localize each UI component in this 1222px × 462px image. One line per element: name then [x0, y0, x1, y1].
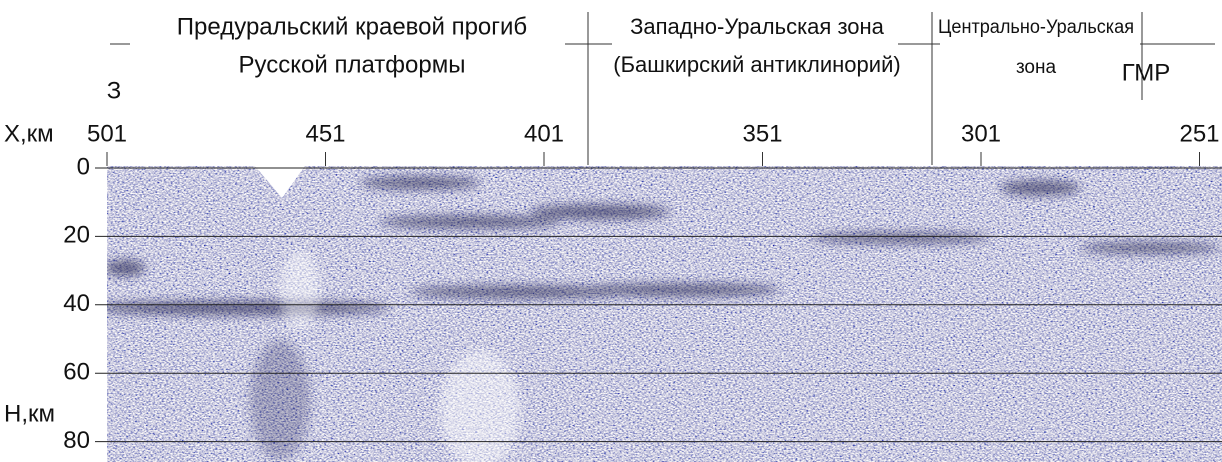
zone-subtitle: (Башкирский антиклинорий): [613, 52, 900, 77]
zone-title: Западно-Уральская зона: [630, 14, 885, 39]
depth-tick-label: 20: [63, 222, 90, 249]
x-tick-label: 401: [524, 120, 564, 147]
x-axis-label: X,км: [4, 120, 54, 147]
depth-tick-label: 40: [63, 290, 90, 317]
west-label: З: [107, 77, 122, 104]
gmr-label: ГМР: [1122, 59, 1170, 86]
x-tick-label: 251: [1179, 120, 1219, 147]
zone-title: Предуральский краевой прогиб: [177, 13, 527, 40]
zone-subtitle: зона: [1016, 57, 1057, 78]
x-tick-label: 301: [961, 120, 1001, 147]
depth-tick-label: 0: [77, 153, 90, 180]
zone-title: Центрально-Уральская: [938, 17, 1134, 38]
depth-tick-label: 60: [63, 359, 90, 386]
x-tick-label: 351: [742, 120, 782, 147]
depth-tick-label: 80: [63, 427, 90, 454]
x-tick-label: 451: [305, 120, 345, 147]
zone-subtitle: Русской платформы: [239, 51, 466, 78]
seismic-section: [107, 166, 1222, 462]
x-tick-label: 501: [87, 120, 127, 147]
depth-axis-label: Н,км: [4, 400, 55, 427]
zone-dividers: [110, 12, 1215, 165]
